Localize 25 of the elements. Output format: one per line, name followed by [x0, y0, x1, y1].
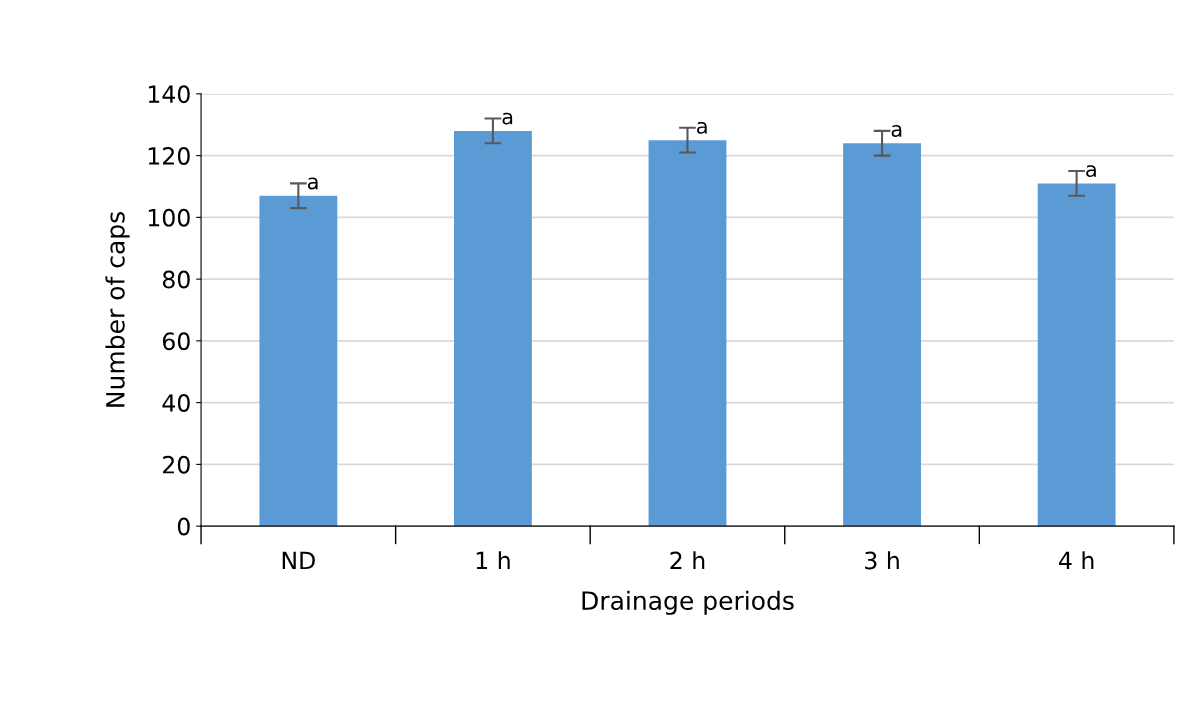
x-tick-label: 2 h	[670, 551, 705, 570]
y-tick-label: 40	[162, 394, 190, 412]
bar	[1037, 183, 1116, 527]
y-tick-label: 100	[148, 208, 190, 227]
annotation: a	[1086, 165, 1096, 178]
annotation: a	[307, 177, 318, 190]
bar	[843, 143, 921, 527]
y-tick-label: 0	[177, 517, 190, 536]
y-axis-title: Number of caps	[105, 212, 130, 407]
x-tick-label: 4 h	[1059, 551, 1094, 570]
x-tick-label: ND	[282, 551, 315, 570]
x-tick-label: 3 h	[865, 551, 899, 570]
y-tick-label: 140	[148, 85, 190, 104]
y-tick-label: 80	[162, 270, 190, 289]
bar	[259, 195, 338, 527]
annotation: a	[502, 112, 513, 125]
bar	[454, 130, 532, 527]
x-tick-label: 1 h	[476, 551, 510, 570]
y-tick-label: 20	[163, 455, 190, 474]
bar	[648, 140, 727, 527]
y-tick-label: 60	[162, 332, 190, 351]
annotation: a	[697, 121, 707, 134]
annotation: a	[891, 124, 902, 137]
x-axis-title: Drainage periods	[582, 590, 794, 615]
y-tick-label: 120	[148, 147, 190, 165]
